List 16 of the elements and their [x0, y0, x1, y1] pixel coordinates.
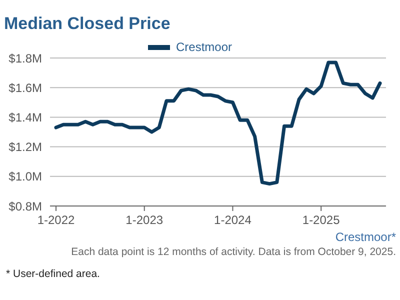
text: Each data point is 12 months of activity. Data is from October 9, 2025. — [71, 246, 396, 258]
chart-title: Median Closed Price — [4, 14, 170, 34]
x-tick-label: 1-2024 — [214, 213, 252, 227]
x-tick-label: 1-2025 — [302, 213, 340, 227]
y-tick-label: $1.8M — [8, 51, 42, 66]
x-tick-label: 1-2022 — [37, 213, 76, 227]
y-tick-label: $1.0M — [8, 170, 42, 184]
y-tick-label: $1.6M — [8, 80, 42, 95]
y-tick-label: $1.2M — [8, 140, 42, 154]
y-tick-label: $1.4M — [8, 110, 42, 124]
line-series — [54, 60, 382, 186]
y-tick-label: $0.8M — [8, 199, 42, 214]
legend-label: Crestmoor — [174, 40, 232, 54]
x-tick-label: 1-2023 — [126, 213, 164, 227]
text: Crestmoor* — [335, 230, 396, 244]
text: * User-defined area. — [6, 268, 100, 280]
